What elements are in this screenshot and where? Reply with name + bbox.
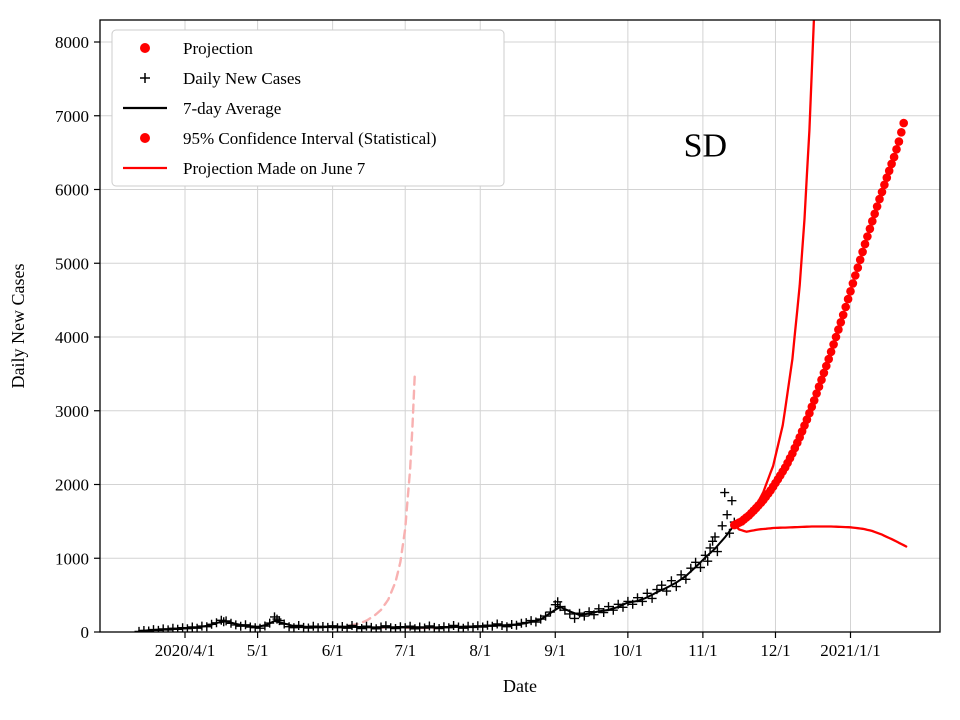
x-tick-label: 5/1: [247, 641, 269, 660]
x-axis: 2020/4/1 5/1 6/1 7/1 8/1 9/1 10/1 11/1 12/1 2021/…: [155, 632, 881, 696]
legend-dot-marker: [140, 133, 150, 143]
legend-entry: Projection Made on June 7: [123, 159, 366, 178]
x-tick-label: 2021/1/1: [820, 641, 880, 660]
y-tick-label: 1000: [55, 549, 89, 568]
y-tick-label: 4000: [55, 328, 89, 347]
x-tick-label: 10/1: [613, 641, 643, 660]
legend-box: [111, 29, 505, 187]
x-tick-label: 11/1: [688, 641, 718, 660]
y-tick-label: 7000: [55, 107, 89, 126]
x-tick-label: 12/1: [760, 641, 790, 660]
x-tick-label: 8/1: [469, 641, 491, 660]
y-tick-label: 0: [81, 623, 90, 642]
y-axis: 0 1000 2000 3000 4000 5000 6000 7000 8000 Daily N…: [8, 33, 100, 642]
series-95-confidence-interval-lower: [733, 523, 908, 548]
y-tick-label: 8000: [55, 33, 89, 52]
legend-plus-marker: [140, 73, 150, 83]
series-projection: [730, 118, 908, 530]
legend-label: Projection: [183, 39, 253, 58]
y-axis-label: Daily New Cases: [8, 264, 28, 389]
legend-label: 95% Confidence Interval (Statistical): [183, 129, 437, 148]
plot-border: [99, 19, 941, 633]
x-tick-label: 2020/4/1: [155, 641, 215, 660]
legend: Projection Daily New Cases 7-day Average 95…: [111, 29, 505, 187]
x-tick-label: 7/1: [394, 641, 416, 660]
legend-entry: 95% Confidence Interval (Statistical): [140, 129, 437, 148]
y-tick-label: 3000: [55, 402, 89, 421]
x-tick-label: 9/1: [544, 641, 566, 660]
series-projection-made-on-june-7-upper: [348, 370, 417, 627]
y-tick-label: 2000: [55, 476, 89, 495]
y-tick-label: 5000: [55, 254, 89, 273]
legend-label: 7-day Average: [183, 99, 281, 118]
legend-entry: Daily New Cases: [140, 69, 301, 88]
x-tick-label: 6/1: [322, 641, 344, 660]
y-tick-label: 6000: [55, 181, 89, 200]
legend-entry: Projection: [140, 39, 253, 58]
legend-label: Daily New Cases: [183, 69, 301, 88]
state-annotation: SD: [684, 127, 727, 164]
legend-dot-marker: [140, 43, 150, 53]
legend-label: Projection Made on June 7: [183, 159, 366, 178]
x-axis-label: Date: [503, 676, 537, 696]
legend-entry: 7-day Average: [123, 99, 281, 118]
